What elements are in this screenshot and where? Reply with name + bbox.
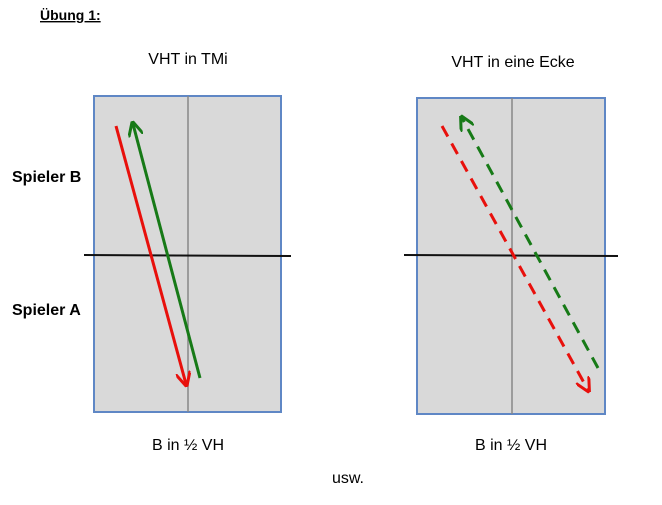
heading: VHT in TMi — [148, 51, 227, 68]
caption: B in ½ VH — [152, 437, 224, 454]
caption: B in ½ VH — [475, 437, 547, 454]
title: Übung 1: — [40, 7, 101, 23]
player-label: Spieler B — [12, 169, 81, 186]
footer: usw. — [332, 470, 364, 487]
court-left — [83, 95, 292, 413]
heading: VHT in eine Ecke — [451, 54, 574, 71]
court-right — [403, 97, 619, 415]
player-label: Spieler A — [12, 302, 81, 319]
